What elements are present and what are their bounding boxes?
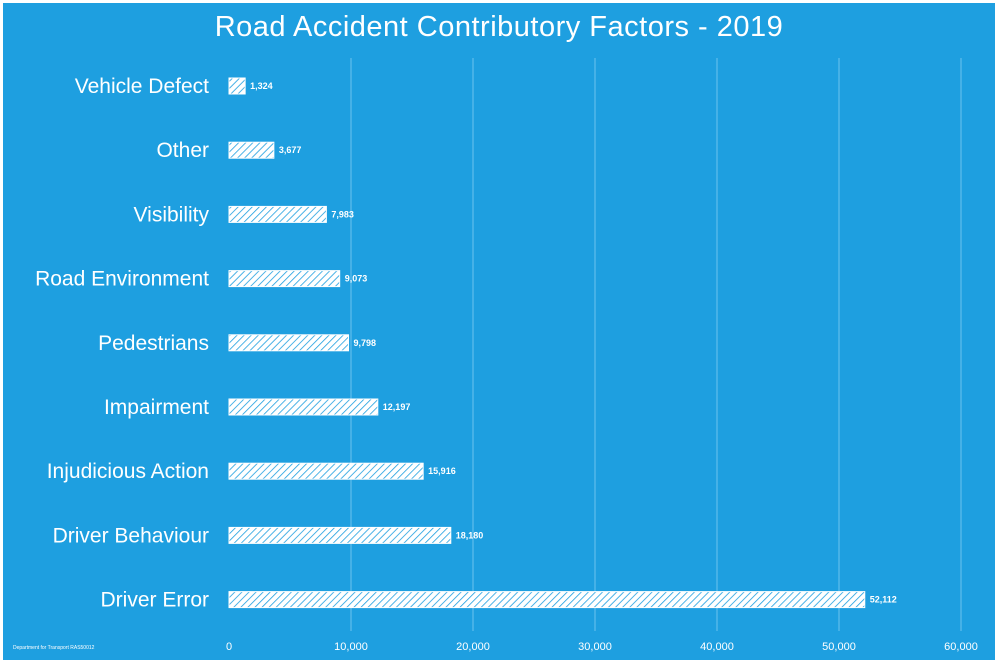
source-note: Department for Transport RAS50012 (13, 645, 95, 651)
labels: 0 10,000 20,000 30,000 40,000 50,000 60,000 Veh… (35, 75, 978, 653)
value-label: 3,677 (279, 145, 302, 155)
bar (228, 334, 350, 352)
chart-plot: 0 10,000 20,000 30,000 40,000 50,000 60,000 Veh… (35, 58, 978, 653)
chart-frame: Road Accident Contributory Factors - 201… (3, 3, 995, 660)
category-label: Injudicious Action (47, 460, 209, 483)
x-tick-label: 30,000 (578, 641, 612, 653)
category-label: Other (156, 139, 209, 162)
x-tick-label: 10,000 (334, 641, 368, 653)
value-label: 7,983 (331, 209, 354, 219)
bar (228, 77, 246, 95)
value-label: 15,916 (428, 466, 456, 476)
category-label: Impairment (104, 396, 209, 419)
bar (228, 205, 327, 223)
x-tick-label: 60,000 (944, 641, 978, 653)
x-tick-label: 40,000 (700, 641, 734, 653)
category-label: Pedestrians (98, 332, 209, 355)
value-label: 12,197 (383, 402, 411, 412)
x-tick-label: 20,000 (456, 641, 490, 653)
value-label: 1,324 (250, 81, 273, 91)
bar (228, 526, 452, 544)
category-label: Road Environment (35, 268, 209, 291)
bar (228, 398, 379, 416)
bar (228, 270, 341, 288)
chart-title: Road Accident Contributory Factors - 201… (214, 11, 784, 43)
category-label: Visibility (134, 203, 210, 226)
value-label: 9,073 (345, 274, 368, 284)
category-label: Driver Behaviour (53, 524, 209, 547)
x-tick-label: 50,000 (822, 641, 856, 653)
category-label: Driver Error (101, 589, 210, 612)
bars (228, 77, 866, 609)
value-label: 18,180 (456, 530, 484, 540)
category-label: Vehicle Defect (75, 75, 209, 98)
value-label: 9,798 (354, 338, 377, 348)
bar (228, 141, 275, 159)
x-tick-label: 0 (226, 641, 232, 653)
value-label: 52,112 (870, 595, 897, 605)
bar (228, 591, 866, 609)
gridlines (350, 58, 962, 631)
bar (228, 462, 424, 480)
